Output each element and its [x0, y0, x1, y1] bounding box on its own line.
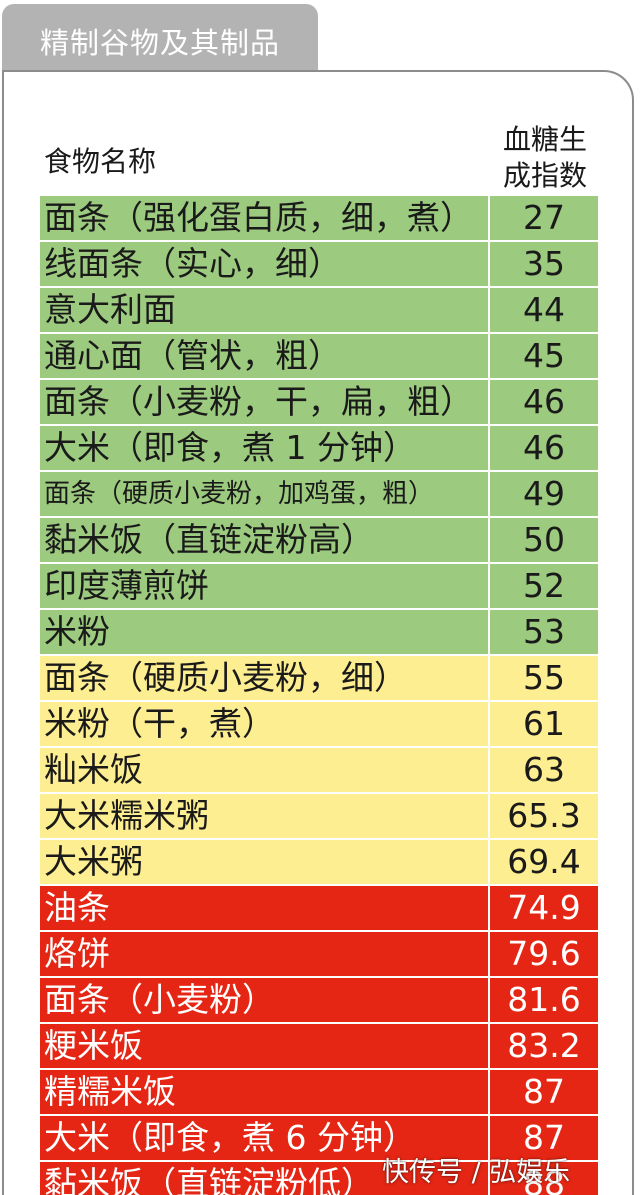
food-name-cell: 大米（即食，煮 6 分钟） — [40, 1116, 490, 1160]
column-header-food-name: 食物名称 — [44, 145, 157, 178]
food-name-cell: 面条（硬质小麦粉，细） — [40, 656, 490, 700]
food-name-cell: 黏米饭（直链淀粉低） — [40, 1162, 490, 1195]
food-name-cell: 大米糯米粥 — [40, 794, 490, 838]
gi-value-cell: 61 — [523, 704, 565, 743]
column-header-glycemic-index: 血糖生 成指数 — [492, 122, 598, 194]
gi-value-cell: 46 — [523, 428, 565, 467]
gi-value-cell: 65.3 — [507, 796, 581, 835]
food-name-cell: 烙饼 — [40, 932, 490, 976]
gi-value-cell: 45 — [523, 336, 565, 375]
table-row: 精糯米饭 87 — [40, 1070, 598, 1116]
column-header-gi-line1: 血糖生 — [502, 123, 587, 156]
watermark: 快传号 / 弘娱乐 — [382, 1157, 571, 1188]
gi-value-cell: 63 — [523, 750, 565, 789]
food-name-cell: 印度薄煎饼 — [40, 564, 490, 608]
table-row: 大米（即食，煮 6 分钟） 87 — [40, 1116, 598, 1162]
gi-value-cell: 44 — [523, 290, 565, 329]
table-row: 大米粥 69.4 — [40, 840, 598, 886]
table-row: 大米糯米粥 65.3 — [40, 794, 598, 840]
table-row: 通心面（管状，粗） 45 — [40, 334, 598, 380]
table-row: 米粉（干，煮） 61 — [40, 702, 598, 748]
food-name-cell: 油条 — [40, 886, 490, 930]
table-row: 印度薄煎饼 52 — [40, 564, 598, 610]
section-tab: 精制谷物及其制品 — [2, 4, 318, 72]
table-row: 意大利面 44 — [40, 288, 598, 334]
food-name-cell: 精糯米饭 — [40, 1070, 490, 1114]
table-row: 面条（硬质小麦粉，加鸡蛋，粗） 49 — [40, 472, 598, 518]
gi-value-cell: 46 — [523, 382, 565, 421]
food-name-cell: 面条（小麦粉） — [40, 978, 490, 1022]
food-name-cell: 大米粥 — [40, 840, 490, 884]
table-row: 面条（强化蛋白质，细，煮） 27 — [40, 196, 598, 242]
food-name-cell: 面条（小麦粉，干，扁，粗） — [40, 380, 490, 424]
food-name-cell: 米粉（干，煮） — [40, 702, 490, 746]
table-row: 米粉 53 — [40, 610, 598, 656]
food-name-cell: 通心面（管状，粗） — [40, 334, 490, 378]
table-row: 面条（硬质小麦粉，细） 55 — [40, 656, 598, 702]
table-row: 油条 74.9 — [40, 886, 598, 932]
food-name-cell: 大米（即食，煮 1 分钟） — [40, 426, 490, 470]
gi-value-cell: 69.4 — [507, 842, 581, 881]
gi-value-cell: 55 — [523, 658, 565, 697]
gi-value-cell: 83.2 — [507, 1026, 581, 1065]
food-name-cell: 粳米饭 — [40, 1024, 490, 1068]
gi-value-cell: 50 — [523, 520, 565, 559]
food-gi-table: 面条（强化蛋白质，细，煮） 27 线面条（实心，细） 35 意大利面 44 通心面（管状，粗… — [40, 196, 598, 1195]
gi-value-cell: 74.9 — [507, 888, 581, 927]
food-name-cell: 面条（强化蛋白质，细，煮） — [40, 196, 490, 240]
gi-value-cell: 79.6 — [507, 934, 581, 973]
section-title: 精制谷物及其制品 — [40, 26, 281, 60]
column-header-gi-line2: 成指数 — [502, 159, 587, 192]
food-name-cell: 黏米饭（直链淀粉高） — [40, 518, 490, 562]
food-name-cell: 线面条（实心，细） — [40, 242, 490, 286]
food-name-cell: 面条（硬质小麦粉，加鸡蛋，粗） — [40, 472, 490, 516]
table-row: 籼米饭 63 — [40, 748, 598, 794]
gi-value-cell: 52 — [523, 566, 565, 605]
food-name-cell: 籼米饭 — [40, 748, 490, 792]
gi-value-cell: 87 — [523, 1072, 565, 1111]
table-row: 线面条（实心，细） 35 — [40, 242, 598, 288]
table-row: 黏米饭（直链淀粉高） 50 — [40, 518, 598, 564]
table-row: 大米（即食，煮 1 分钟） 46 — [40, 426, 598, 472]
gi-value-cell: 35 — [523, 244, 565, 283]
gi-value-cell: 87 — [523, 1118, 565, 1157]
gi-value-cell: 53 — [523, 612, 565, 651]
gi-value-cell: 49 — [523, 474, 565, 513]
gi-value-cell: 81.6 — [507, 980, 581, 1019]
table-row: 黏米饭（直链淀粉低） 88 — [40, 1162, 598, 1195]
food-name-cell: 米粉 — [40, 610, 490, 654]
gi-value-cell: 27 — [523, 198, 565, 237]
food-name-cell: 意大利面 — [40, 288, 490, 332]
table-row: 面条（小麦粉，干，扁，粗） 46 — [40, 380, 598, 426]
table-row: 面条（小麦粉） 81.6 — [40, 978, 598, 1024]
gi-value-cell: 88 — [523, 1164, 565, 1195]
table-row: 烙饼 79.6 — [40, 932, 598, 978]
table-row: 粳米饭 83.2 — [40, 1024, 598, 1070]
